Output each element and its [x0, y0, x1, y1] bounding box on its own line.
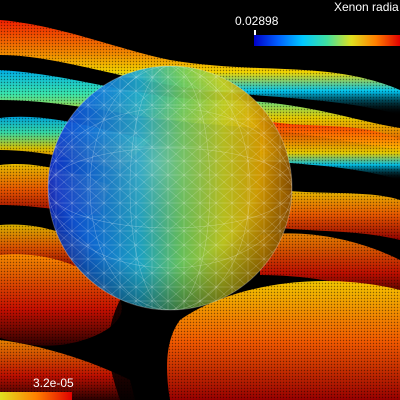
shadow-regions — [108, 300, 170, 400]
colorbar-min-label: 3.2e-05 — [33, 376, 74, 390]
colorbar-tick — [254, 30, 256, 35]
colorbar-max-label: 0.02898 — [235, 14, 279, 28]
colorbar-bottom — [0, 392, 72, 400]
colorbar-top — [254, 35, 400, 46]
legend-title: Xenon radia — [334, 0, 399, 14]
xenon-sphere — [47, 65, 293, 311]
